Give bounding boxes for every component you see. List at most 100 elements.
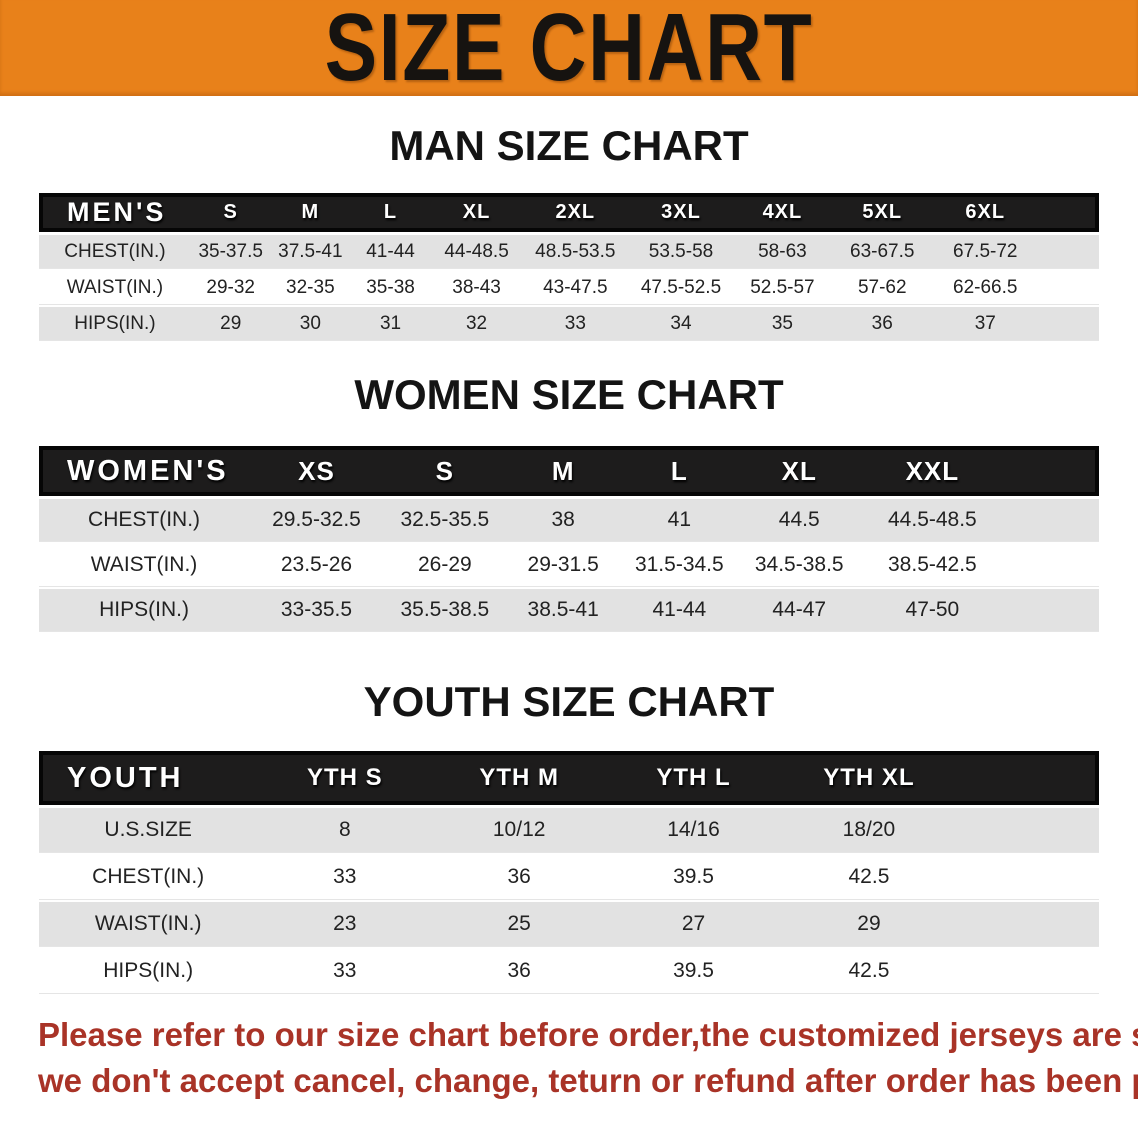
table-cell: 14/16	[606, 808, 781, 852]
men-header-row: MEN'S S M L XL 2XL 3XL 4XL 5XL 6XL	[39, 193, 1099, 232]
table-row: HIPS(IN.) 29 30 31 32 33 34 35 36 37	[39, 307, 1099, 340]
women-column-header: XXL	[860, 446, 1005, 496]
table-cell: 36	[831, 307, 934, 340]
filler-cell	[956, 902, 1099, 946]
table-cell: 44.5	[738, 499, 861, 541]
table-row: U.S.SIZE 8 10/12 14/16 18/20	[39, 808, 1099, 852]
size-chart-content: MAN SIZE CHART MEN'S S M L XL 2XL 3XL 4XL 5XL 6XL…	[0, 124, 1138, 996]
table-cell: 25	[432, 902, 607, 946]
table-cell: 57-62	[831, 271, 934, 304]
row-label: WAIST(IN.)	[39, 902, 258, 946]
table-cell: 29	[190, 307, 271, 340]
table-cell: 18/20	[780, 808, 957, 852]
men-column-header: 4XL	[733, 193, 832, 232]
table-cell: 34	[628, 307, 734, 340]
youth-column-header: YTH XL	[780, 751, 957, 805]
table-cell: 33	[257, 949, 433, 993]
table-cell: 47.5-52.5	[628, 271, 734, 304]
women-corner-label: WOMEN'S	[39, 446, 250, 496]
table-cell: 32.5-35.5	[383, 499, 506, 541]
youth-column-header: YTH L	[606, 751, 781, 805]
women-column-header: XL	[738, 446, 861, 496]
row-label: WAIST(IN.)	[39, 544, 250, 586]
table-cell: 41-44	[620, 589, 739, 631]
table-cell: 33	[257, 855, 433, 899]
filler-cell	[1004, 544, 1099, 586]
table-cell: 53.5-58	[628, 235, 734, 268]
row-label: HIPS(IN.)	[39, 589, 250, 631]
table-row: CHEST(IN.) 35-37.5 37.5-41 41-44 44-48.5 48.5…	[39, 235, 1099, 268]
men-column-header: L	[350, 193, 431, 232]
row-label: CHEST(IN.)	[39, 855, 258, 899]
men-column-header: 5XL	[831, 193, 934, 232]
table-cell: 41-44	[350, 235, 431, 268]
table-cell: 23	[257, 902, 433, 946]
youth-column-header: YTH M	[432, 751, 607, 805]
table-row: HIPS(IN.) 33-35.5 35.5-38.5 38.5-41 41-44 44-…	[39, 589, 1099, 631]
table-cell: 62-66.5	[933, 271, 1038, 304]
table-cell: 42.5	[780, 855, 957, 899]
table-cell: 41	[620, 499, 739, 541]
table-cell: 29.5-32.5	[249, 499, 384, 541]
filler-cell	[956, 751, 1099, 805]
table-cell: 31	[350, 307, 431, 340]
table-cell: 33-35.5	[249, 589, 384, 631]
table-row: CHEST(IN.) 33 36 39.5 42.5	[39, 855, 1099, 899]
table-cell: 10/12	[432, 808, 607, 852]
filler-cell	[956, 949, 1099, 993]
banner: SIZE CHART	[0, 0, 1138, 96]
footer-note: Please refer to our size chart before or…	[38, 1012, 1138, 1104]
table-cell: 34.5-38.5	[738, 544, 861, 586]
women-size-section: WOMEN SIZE CHART WOMEN'S XS S M L XL XXL CHEST(…	[0, 373, 1138, 634]
table-cell: 44.5-48.5	[860, 499, 1005, 541]
table-cell: 27	[606, 902, 781, 946]
filler-cell	[1037, 235, 1099, 268]
table-row: HIPS(IN.) 33 36 39.5 42.5	[39, 949, 1099, 993]
women-column-header: XS	[249, 446, 384, 496]
row-label: WAIST(IN.)	[39, 271, 191, 304]
table-cell: 37	[933, 307, 1038, 340]
women-column-header: L	[620, 446, 739, 496]
table-cell: 35	[733, 307, 832, 340]
table-cell: 44-48.5	[430, 235, 523, 268]
filler-cell	[956, 855, 1099, 899]
table-row: WAIST(IN.) 23.5-26 26-29 29-31.5 31.5-34.5 34…	[39, 544, 1099, 586]
table-cell: 52.5-57	[733, 271, 832, 304]
men-column-header: 6XL	[933, 193, 1038, 232]
table-cell: 43-47.5	[522, 271, 629, 304]
women-section-heading: WOMEN SIZE CHART	[354, 371, 784, 418]
table-cell: 35.5-38.5	[383, 589, 506, 631]
filler-cell	[1037, 193, 1099, 232]
table-cell: 39.5	[606, 855, 781, 899]
table-cell: 29-31.5	[505, 544, 621, 586]
women-header-row: WOMEN'S XS S M L XL XXL	[39, 446, 1099, 496]
youth-size-table: YOUTH YTH S YTH M YTH L YTH XL U.S.SIZE 8 10/12…	[39, 748, 1099, 996]
table-cell: 32-35	[270, 271, 351, 304]
men-column-header: S	[190, 193, 271, 232]
row-label: HIPS(IN.)	[39, 307, 191, 340]
table-cell: 36	[432, 949, 607, 993]
youth-corner-label: YOUTH	[39, 751, 258, 805]
table-row: CHEST(IN.) 29.5-32.5 32.5-35.5 38 41 44.5 44.5…	[39, 499, 1099, 541]
table-cell: 44-47	[738, 589, 861, 631]
table-cell: 39.5	[606, 949, 781, 993]
table-row: WAIST(IN.) 29-32 32-35 35-38 38-43 43-47.5 47.…	[39, 271, 1099, 304]
filler-cell	[1037, 271, 1099, 304]
table-cell: 8	[257, 808, 433, 852]
men-column-header: 2XL	[522, 193, 629, 232]
men-corner-label: MEN'S	[39, 193, 191, 232]
men-column-header: M	[270, 193, 351, 232]
table-cell: 63-67.5	[831, 235, 934, 268]
men-size-table: MEN'S S M L XL 2XL 3XL 4XL 5XL 6XL CHEST(IN.) 35-37…	[39, 190, 1099, 343]
filler-cell	[956, 808, 1099, 852]
table-cell: 38.5-42.5	[860, 544, 1005, 586]
men-column-header: 3XL	[628, 193, 734, 232]
size-chart-page: SIZE CHART MAN SIZE CHART MEN'S S M L XL 2XL 3…	[0, 0, 1138, 1104]
filler-cell	[1037, 307, 1099, 340]
table-cell: 31.5-34.5	[620, 544, 739, 586]
table-cell: 37.5-41	[270, 235, 351, 268]
youth-section-heading: YOUTH SIZE CHART	[363, 678, 775, 725]
men-size-section: MAN SIZE CHART MEN'S S M L XL 2XL 3XL 4XL 5XL 6XL…	[0, 124, 1138, 343]
table-cell: 38	[505, 499, 621, 541]
table-cell: 29-32	[190, 271, 271, 304]
